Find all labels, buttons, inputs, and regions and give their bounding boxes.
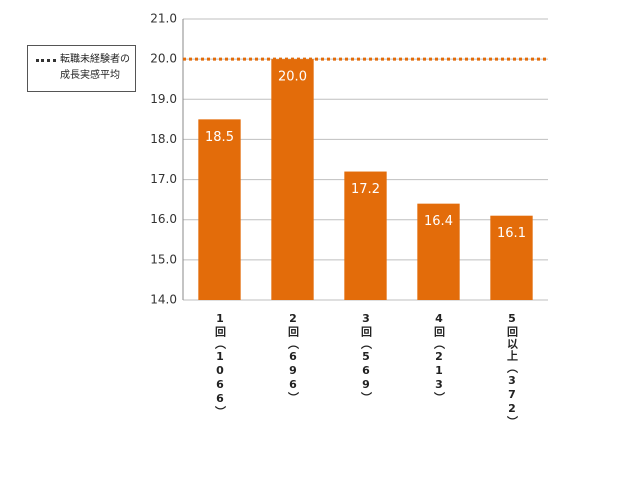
y-tick-label: 20.0 xyxy=(150,52,177,66)
bar xyxy=(490,215,533,300)
bar xyxy=(344,171,387,300)
y-tick-label: 19.0 xyxy=(150,92,177,106)
value-label: 17.2 xyxy=(351,182,380,197)
bar xyxy=(271,59,314,301)
x-tick-label: 2回（696） xyxy=(286,312,300,404)
value-label: 16.4 xyxy=(424,214,453,229)
value-label: 18.5 xyxy=(205,130,234,145)
y-tick-label: 14.0 xyxy=(150,293,177,307)
bar xyxy=(198,119,241,300)
x-tick-label: 4回（213） xyxy=(432,312,446,404)
y-tick-label: 17.0 xyxy=(150,172,177,186)
value-label: 16.1 xyxy=(497,226,526,241)
y-tick-label: 15.0 xyxy=(150,252,177,266)
legend-label: 転職未経験者の成長実感平均 xyxy=(60,54,130,81)
x-tick-label: 5回以上（372） xyxy=(505,312,519,428)
x-tick-label: 3回（569） xyxy=(359,312,373,404)
y-tick-label: 18.0 xyxy=(150,132,177,146)
legend: 転職未経験者の成長実感平均 xyxy=(27,45,136,92)
y-tick-label: 16.0 xyxy=(150,212,177,226)
value-label: 20.0 xyxy=(278,70,307,85)
legend-swatch xyxy=(36,59,56,62)
y-tick-label: 21.0 xyxy=(150,12,177,26)
bar xyxy=(417,203,460,300)
x-tick-label: 1回（1066） xyxy=(213,312,227,418)
